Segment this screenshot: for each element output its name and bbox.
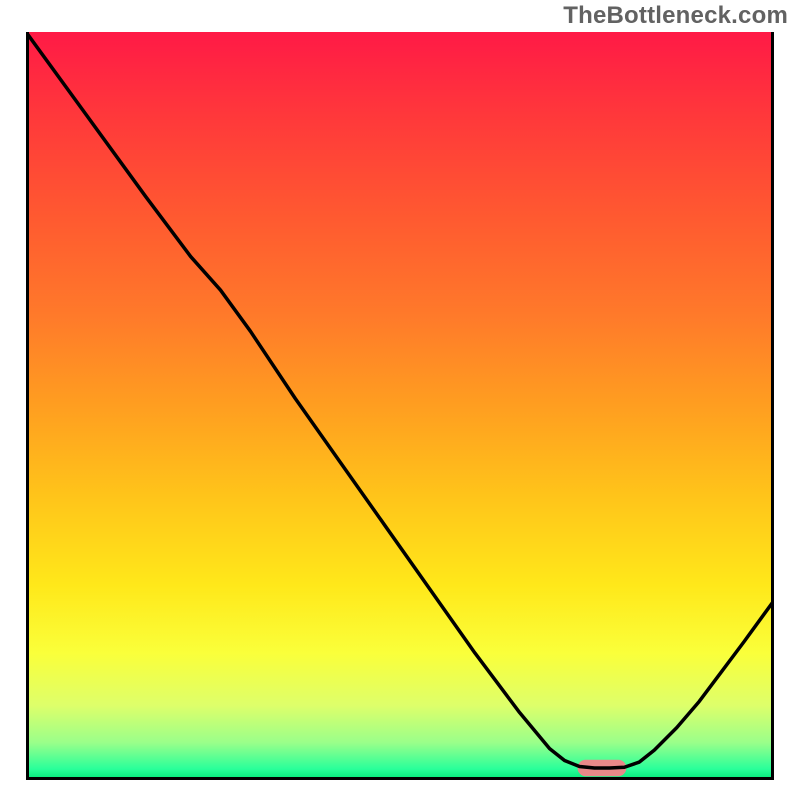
chart-svg: [26, 32, 774, 780]
watermark-text: TheBottleneck.com: [563, 2, 788, 30]
chart-root: TheBottleneck.com: [0, 0, 800, 800]
plot-area: [26, 32, 774, 780]
gradient-background: [26, 32, 774, 780]
